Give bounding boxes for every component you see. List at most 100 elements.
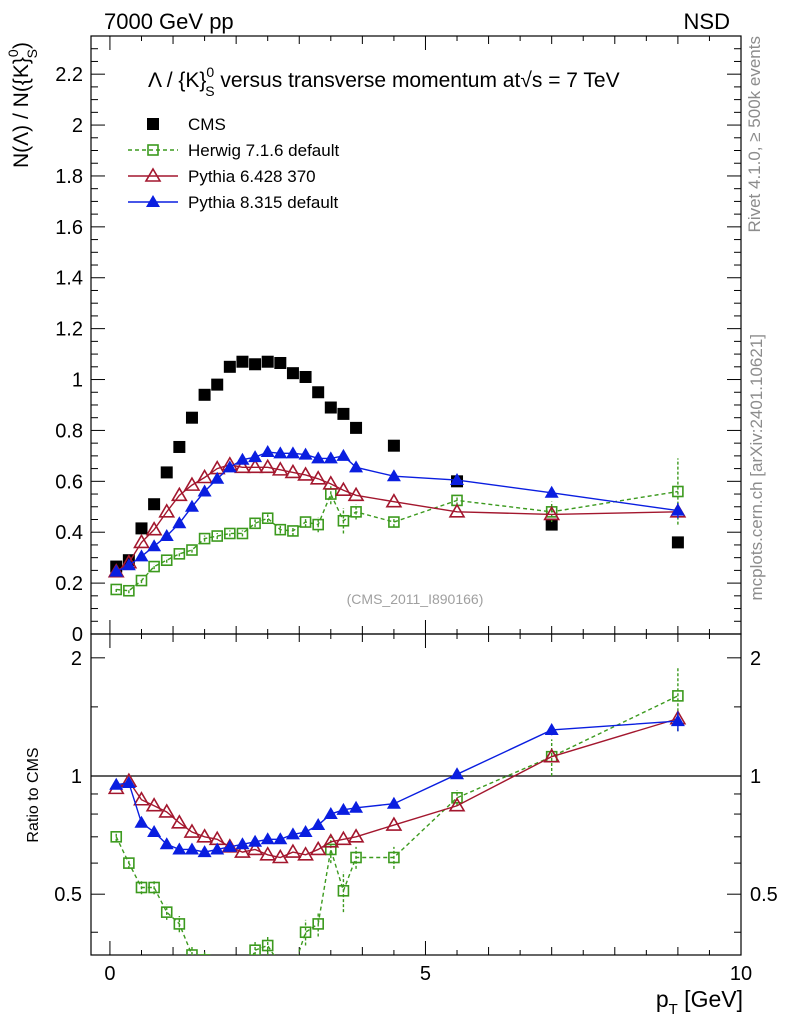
data-point [198,532,211,545]
data-point [249,358,262,371]
data-point [198,388,211,401]
ratio-data-point [147,825,162,838]
legend-marker [147,144,159,156]
ratio-panel: 0.5 0.5 1 1 2 2 0 5 10 Ratio to CMS pT [GeV] [25,633,778,1018]
data-point [347,486,365,502]
data-point [158,503,176,518]
ratio-data-point [670,714,685,727]
ratio-data-point [196,828,213,843]
data-point [544,485,559,498]
ratio-y-tick-label-right: 2 [750,648,761,670]
ratio-data-point [121,775,136,788]
main-ylabel: N(Λ) / N({K}0 S) [5,42,40,168]
data-point [287,525,299,537]
ratio-data-point [672,690,684,702]
main-title-sqrt: √ [520,69,532,92]
ratio-ylabel: Ratio to CMS [25,747,42,842]
ratio-data-point [388,851,400,864]
data-point [337,514,350,527]
data-point [309,470,327,485]
main-title-sup: 0 [206,64,214,80]
ratio-data-point [325,843,337,856]
ratio-data-point [335,830,352,846]
data-point [160,554,173,567]
legend-label: Pythia 8.315 default [188,193,339,212]
data-point [672,485,684,498]
main-axes: 0 0.2 0.4 0.6 0.8 1 1.2 1.4 1.6 1.8 2 2.2 [55,35,742,646]
main-title-sub: S [205,83,214,99]
ratio-data-point [210,842,225,855]
main-title-srest: s = 7 TeV [532,69,620,92]
data-point [148,560,160,573]
data-point [299,370,312,383]
ratio-data-point [109,777,124,790]
data-point [223,360,236,373]
series-herwig-7-1-6-default [110,458,684,597]
ratio-data-point [323,807,338,820]
ratio-data-point [273,832,288,845]
data-point [312,386,325,399]
ratio-data-point [311,818,326,831]
data-point [350,421,363,434]
data-point [185,411,198,424]
ratio-data-point [145,797,163,812]
legend-item-pythia-8-315-default: Pythia 8.315 default [128,193,339,212]
series-line-pythia-8-315-default [115,451,678,573]
data-point [197,484,212,497]
data-point [236,527,249,540]
data-point [299,516,312,528]
data-point [448,503,466,518]
x-tick-label: 0 [104,963,115,985]
ratio-data-point [135,881,148,894]
data-point [671,536,684,549]
panel-frame [90,633,742,956]
y-tick-label: 2.2 [55,64,83,86]
ratio-data-point [544,722,559,735]
y-tick-label: 1.8 [55,166,83,188]
ratio-data-point [309,840,327,856]
main-ylabel-close: ) [10,42,33,49]
data-point [145,521,163,536]
ratio-data-point [222,839,237,852]
data-point [173,440,186,453]
series-line-pythia-6-428-370 [115,464,678,573]
x-axis-label-sub: T [669,1001,678,1018]
data-point [211,378,224,391]
legend-item-herwig-7-1-6-default: Herwig 7.1.6 default [128,141,339,160]
data-point [236,355,249,368]
main-ylabel-main: N(Λ) / N({K} [10,57,33,168]
legend-label: Pythia 6.428 370 [188,167,316,186]
ratio-marks [107,666,687,986]
main-title: Λ / {K}0 S versus transverse momentum at√… [148,64,620,99]
ratio-data-point [451,792,463,804]
watermark: (CMS_2011_I890166) [347,591,484,607]
ratio-data-point [298,825,313,838]
ratio-data-point [212,976,222,986]
data-point [109,564,124,577]
ratio-y-tick-label: 1 [71,766,82,788]
ratio-y-tick-label-right: 1 [750,766,761,788]
ratio-y-tick-label: 2 [71,648,82,670]
ratio-data-point [288,965,298,975]
data-point [336,448,351,461]
ratio-data-point [172,842,187,855]
legend-marker [146,195,160,207]
data-point [134,549,149,562]
data-point [259,458,277,474]
data-point [337,407,350,420]
ratio-data-point [198,954,211,955]
data-point [312,518,324,531]
ratio-series-line-herwig-7-1-6-default [115,695,679,955]
data-point [123,584,135,597]
header-right: NSD [684,9,730,34]
x-axis-label-unit: [GeV] [678,986,743,1012]
ratio-series-pythia-8-315-default [109,711,685,858]
ratio-series-line-pythia-8-315-default [116,720,678,853]
ratio-y-tick-label: 0.5 [54,884,82,906]
series-cms [110,355,684,573]
data-point [147,539,162,552]
x-axis-label: pT [GeV] [656,986,743,1018]
ratio-data-point [234,843,251,858]
ratio-data-point [386,796,401,809]
